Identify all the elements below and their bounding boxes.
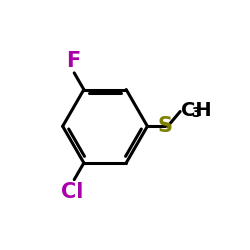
Text: Cl: Cl <box>61 182 83 203</box>
Text: CH: CH <box>181 101 212 120</box>
Text: F: F <box>66 50 80 70</box>
Text: S: S <box>157 116 172 136</box>
Text: 3: 3 <box>191 106 200 120</box>
